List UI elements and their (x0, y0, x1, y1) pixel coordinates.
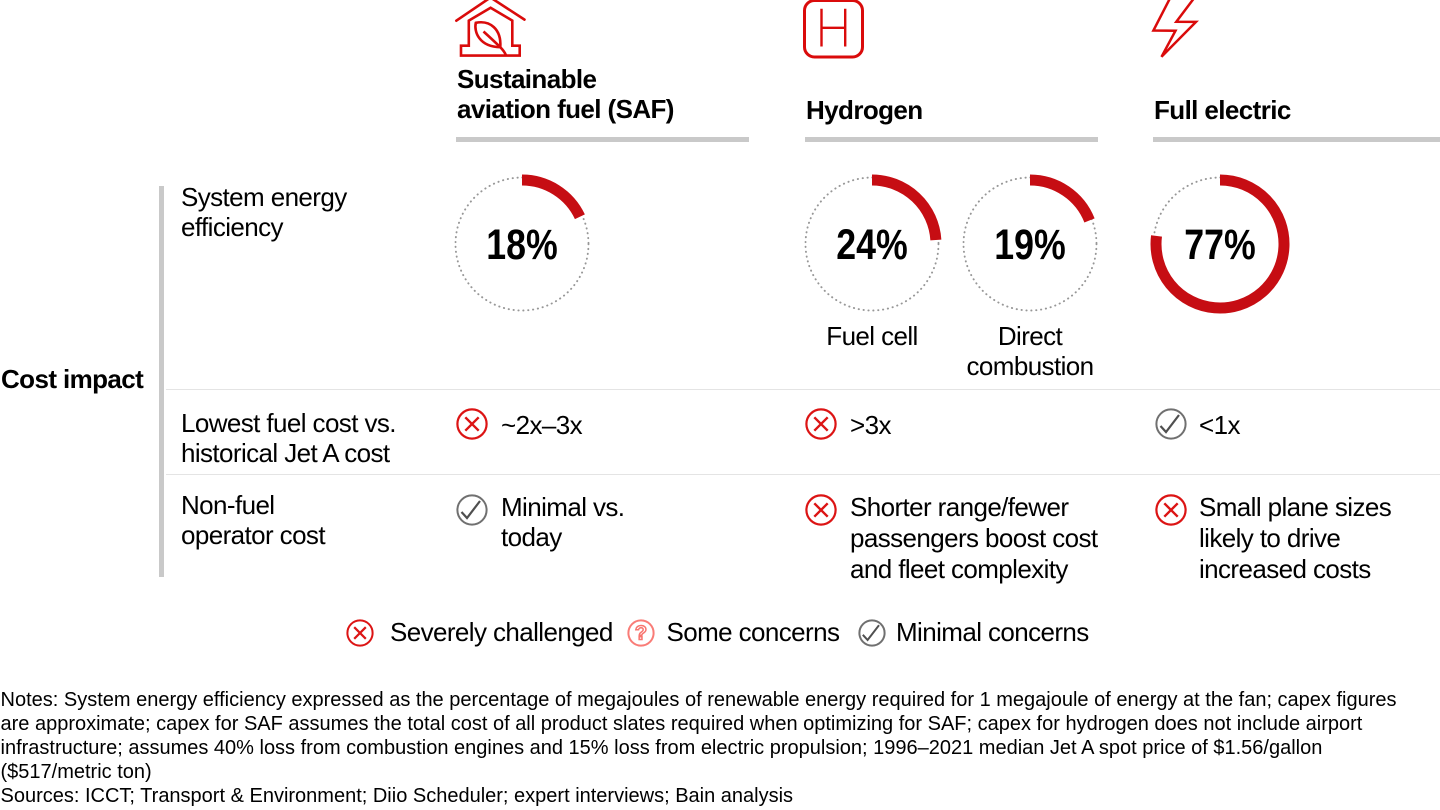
svg-text:?: ? (634, 622, 646, 644)
